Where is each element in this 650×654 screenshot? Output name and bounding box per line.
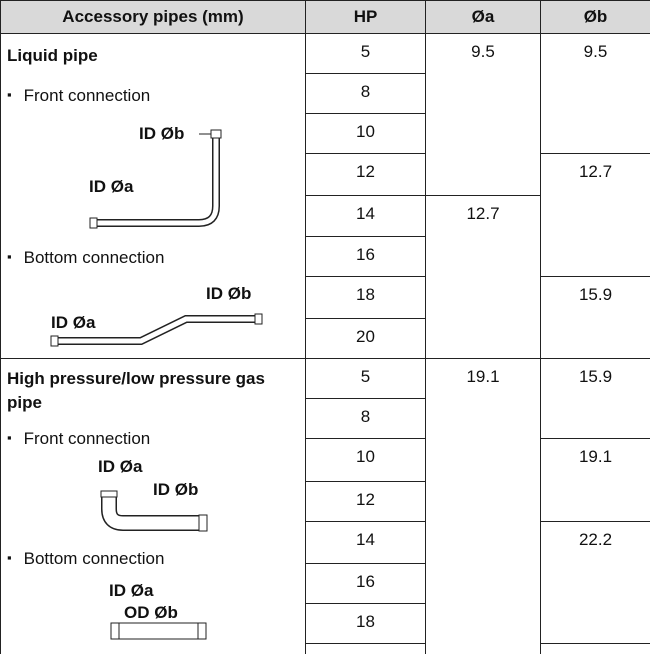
diagram-label: OD Øb [124,603,178,622]
hp-cell: 12 [305,153,426,196]
connection-label: Bottom connection [7,248,165,268]
diameter-a-cell: 19.1 [425,358,541,654]
table-row: 16 [1,236,650,278]
hp-cell: 18 [305,276,426,319]
table-row: Liquid pipe Front connection ID Øb ID Øa Bot… [0,33,650,359]
diameter-a-cell: 12.7 [425,194,541,360]
description-box: High pressure/low pressure gas pipe Front… [1,359,306,654]
diagram-label: ID Øb [139,124,185,143]
description-box: Liquid pipe Front connection ID Øb ID Øa Bot… [1,34,306,358]
connection-label: Front connection [7,429,151,449]
table-row: 16 [1,563,650,604]
diameter-b-cell: 22.2 [540,520,650,644]
table-row: 10 [1,113,650,154]
hp-cell: 16 [305,563,426,604]
description-cell: High pressure/low pressure gas pipe Front… [0,358,306,654]
section-title: Liquid pipe [7,46,98,65]
header-cell: Øb [540,0,650,34]
pipe-diagrams [50,129,263,347]
header-cell: Øa [425,0,541,34]
diameter-b-cell: 9.5 [540,33,650,154]
diameter-b-cell: 28.6 [540,643,650,654]
hp-cell: 10 [305,438,426,482]
diagram-label: ID Øa [89,177,134,196]
table-row: 18 15.9 [1,276,650,359]
hp-cell: 5 [305,358,426,399]
hp-cell: 16 [305,236,426,278]
hp-cell: 14 [305,520,426,564]
diagram-label: ID Øa [109,581,154,600]
diameter-b-cell: 12.7 [540,152,650,278]
diameter-a-cell: 9.5 [425,33,541,196]
hp-cell: 20 [305,643,426,654]
hp-cell: 8 [305,398,426,439]
diameter-b-cell: 15.9 [540,276,650,359]
connection-label: Bottom connection [7,549,165,569]
header-cell: HP [305,0,426,34]
table-row: 20 [1,318,650,359]
table-row: 8 [1,73,650,114]
diagram-label: ID Øb [153,480,199,499]
header-row: Accessory pipes (mm) HP Øa Øb [0,0,650,34]
diameter-b-cell: 19.1 [540,438,650,522]
diagram-label: ID Øa [98,457,143,476]
diagram-label: ID Øa [51,313,96,332]
hp-cell: 20 [305,318,426,359]
table-row: 18 [1,603,650,644]
hp-cell: 18 [305,603,426,644]
table-row: 12 [1,480,650,522]
hp-cell: 14 [305,194,426,238]
pipe-diagrams [100,490,208,640]
connection-label: Front connection [7,86,151,106]
hp-cell: 8 [305,73,426,114]
hp-cell: 12 [305,480,426,522]
header-cell: Accessory pipes (mm) [0,0,306,34]
table-row: High pressure/low pressure gas pipe Front… [0,358,650,654]
table-body: Liquid pipe Front connection ID Øb ID Øa Bot… [0,33,650,654]
section-title: High pressure/low pressure gas pipe [7,369,265,412]
hp-cell: 10 [305,113,426,154]
diagram-label: ID Øb [206,284,252,303]
diameter-b-cell: 15.9 [540,358,650,439]
description-cell: Liquid pipe Front connection ID Øb ID Øa Bot… [0,33,306,359]
table-row: 8 [1,398,650,439]
hp-cell: 5 [305,33,426,74]
